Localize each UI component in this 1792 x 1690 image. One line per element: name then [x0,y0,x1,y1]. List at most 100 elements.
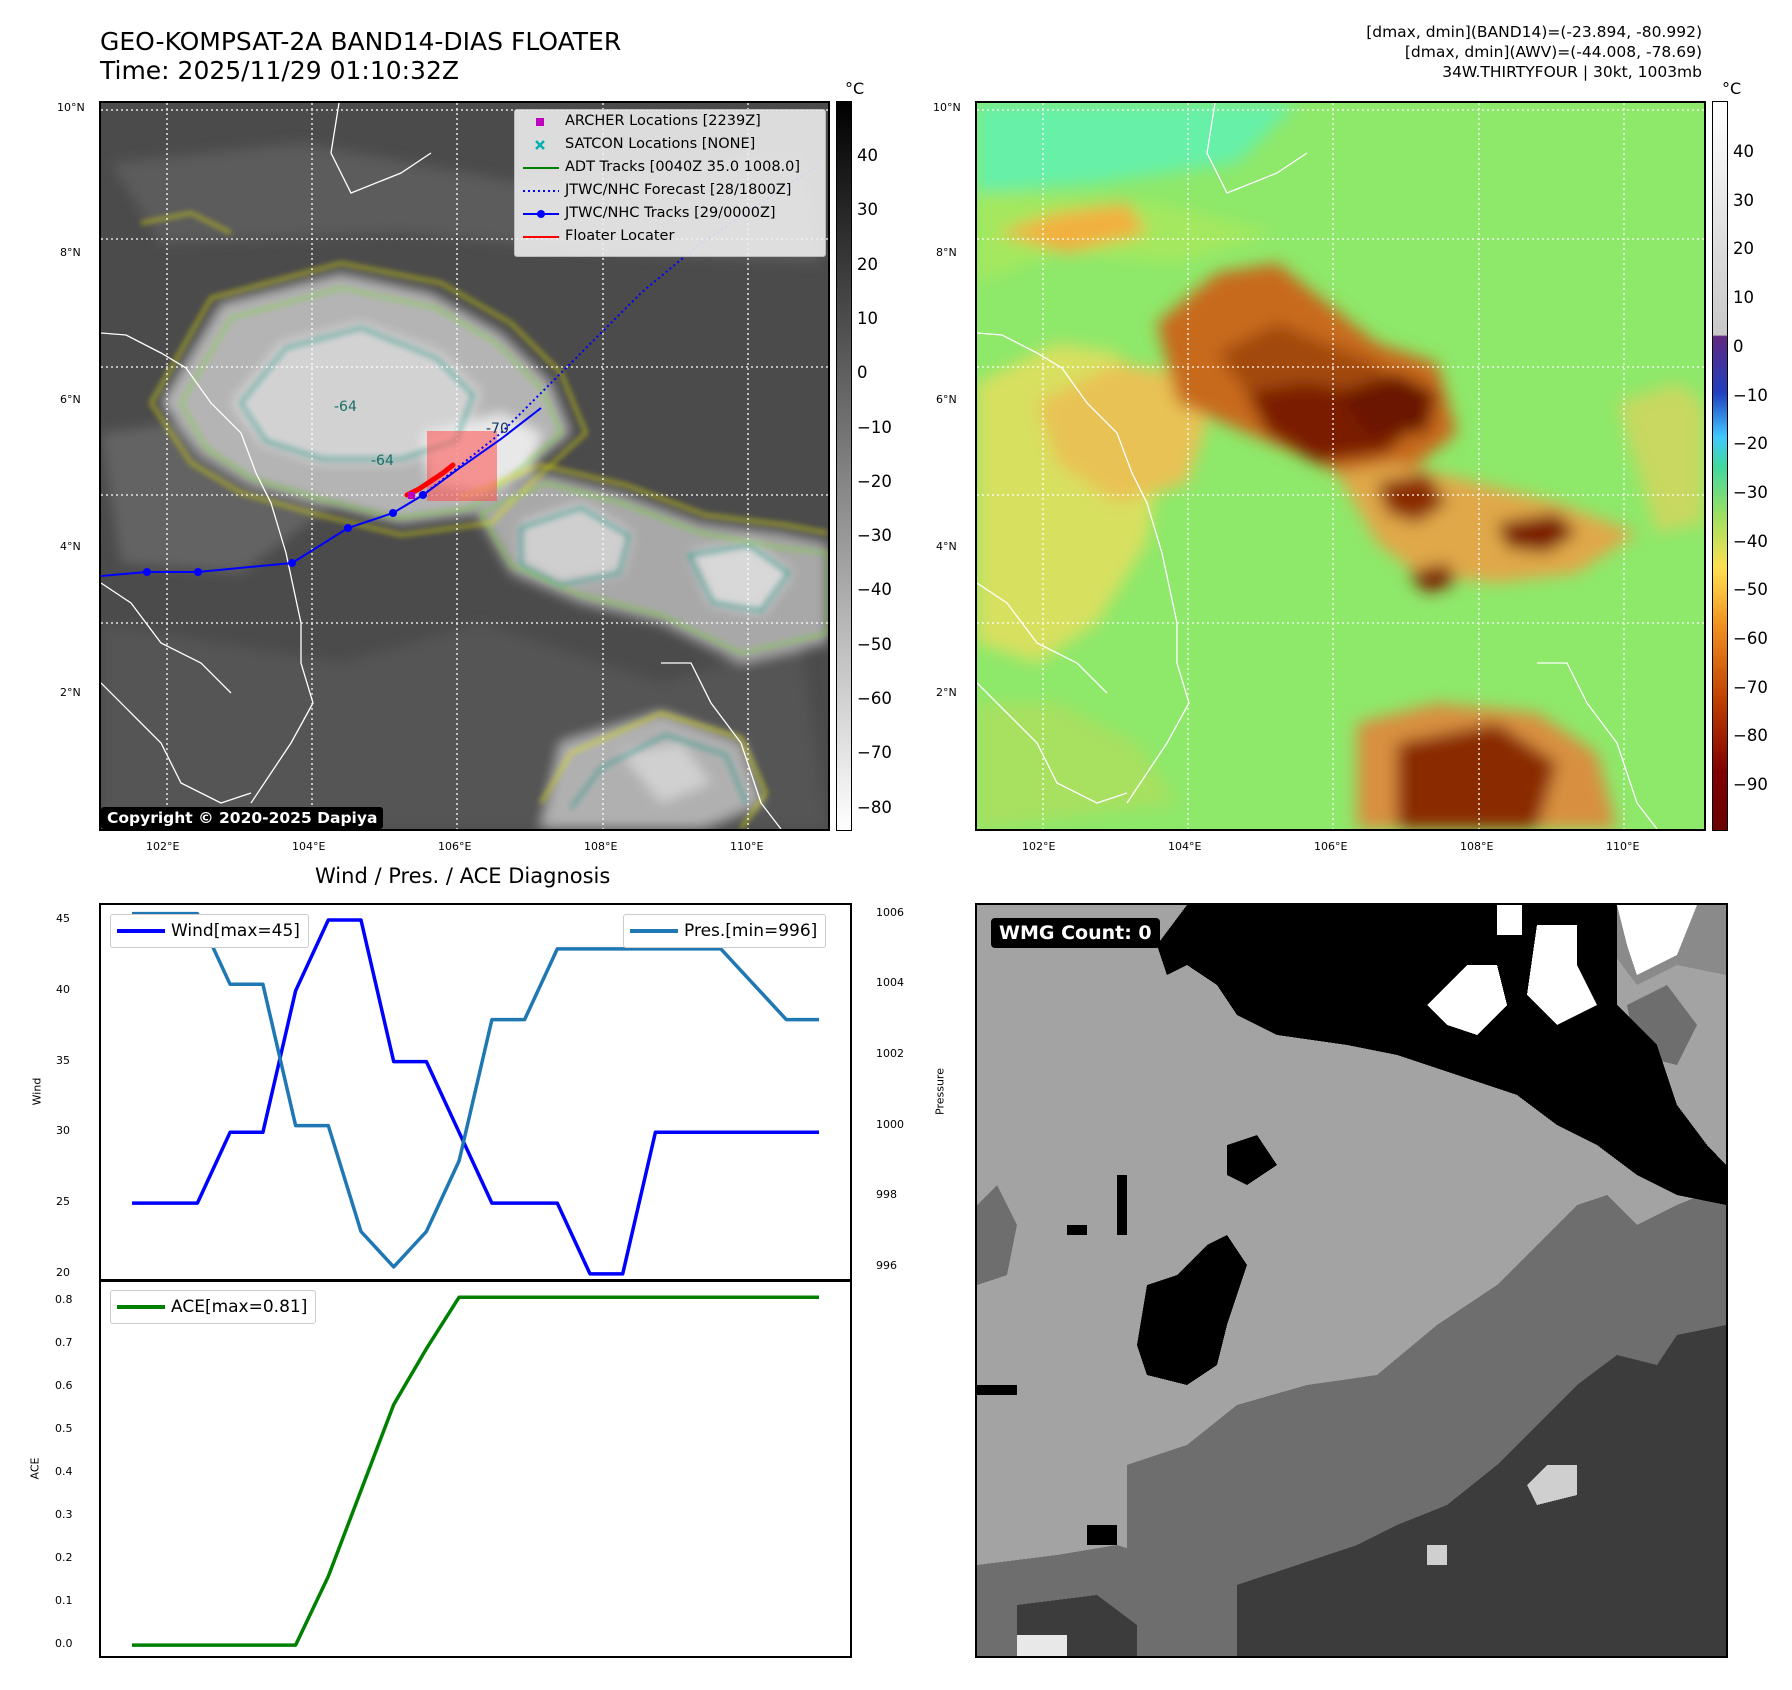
legend-marker [536,118,544,126]
legend-label: SATCON Locations [NONE] [565,136,756,152]
awv-colorbar-unit: °C [1722,79,1742,98]
ace-tick-label: 0.0 [55,1637,73,1651]
ir-colorbar-tick: −80 [857,797,892,817]
contour-label: -64 [371,453,394,469]
legend-marker [523,190,559,192]
pressure-tick-label: 1000 [876,1117,904,1131]
ace-tick-label: 0.1 [55,1594,73,1608]
lon-label: 104°E [292,840,326,853]
awv-colorbar-tick: 10 [1733,288,1754,308]
lon-label: 102°E [1022,840,1056,853]
wind-tick-label: 45 [56,911,70,925]
ace-series-line [132,1295,819,1647]
lon-label: 108°E [584,840,618,853]
legend-entry: ADT Tracks [0040Z 35.0 1008.0] [515,156,825,179]
wmg-count-badge: WMG Count: 0 [991,918,1160,948]
ace-tick-label: 0.4 [55,1465,73,1479]
diag-title: Wind / Pres. / ACE Diagnosis [315,864,611,888]
awv-colorbar-tick: 0 [1733,336,1744,356]
legend-square-marker [536,118,544,126]
ir-colorbar-tick: −60 [857,689,892,708]
ir-colorbar-tick: 10 [857,308,878,328]
wind-tick-label: 40 [56,982,70,996]
pressure-tick-label: 1006 [876,905,904,919]
legend-entry: JTWC/NHC Tracks [29/0000Z] [515,202,825,225]
wind-tick-label: 20 [56,1265,70,1279]
lat-label: 2°N [60,686,81,699]
legend-dot-marker [537,210,545,218]
ir-colorbar-unit: °C [845,79,865,98]
stat-band14: [dmax, dmin](BAND14)=(-23.894, -80.992) [1366,23,1702,41]
awv-colorbar-tick: −30 [1733,482,1768,502]
legend-marker [523,236,559,238]
ir-colorbar-tick: −40 [857,580,892,600]
awv-colorbar-tick: −40 [1733,531,1768,551]
lon-label: 110°E [730,840,764,853]
legend-label: ARCHER Locations [2239Z] [565,113,761,129]
awv-colorbar-tick: −60 [1733,629,1768,648]
ir-colorbar-tick: 20 [857,254,878,274]
stat-storm: 34W.THIRTYFOUR | 30kt, 1003mb [1442,63,1702,81]
ace-tick-label: 0.7 [55,1336,73,1350]
awv-colorbar-tick: 30 [1733,190,1754,210]
ace-legend-label: ACE[max=0.81] [171,1297,308,1317]
chart-title: GEO-KOMPSAT-2A BAND14-DIAS FLOATER [100,27,622,56]
legend-entry: JTWC/NHC Forecast [28/1800Z] [515,179,825,202]
legend-entry: ARCHER Locations [2239Z] [515,110,825,133]
legend-label: ADT Tracks [0040Z 35.0 1008.0] [565,159,801,175]
awv-colorbar-tick: −80 [1733,726,1768,746]
awv-satellite-map [975,101,1706,831]
legend-label: JTWC/NHC Tracks [29/0000Z] [565,205,776,221]
wmg-panel: WMG Count: 0 [975,903,1728,1658]
awv-colorbar-tick: −50 [1733,580,1768,600]
lat-label: 4°N [936,540,957,553]
awv-colorbar-tick: −70 [1733,677,1768,697]
lat-label: 6°N [936,393,957,406]
lat-label: 2°N [936,686,957,699]
ir-colorbar-tick: −70 [857,743,892,763]
awv-map-graphic [977,103,1704,829]
wind-tick-label: 35 [56,1053,70,1067]
ir-colorbar-tick: 30 [857,200,878,220]
ir-colorbar-tick: −20 [857,471,892,491]
lon-label: 108°E [1460,840,1494,853]
ace-tick-label: 0.6 [55,1379,73,1393]
lat-label: 6°N [60,393,81,406]
legend-label: JTWC/NHC Forecast [28/1800Z] [565,182,792,198]
ace-tick-label: 0.5 [55,1422,73,1436]
ace-chart [99,1280,852,1658]
ir-colorbar-tick: 40 [857,146,878,165]
legend-label: Floater Locater [565,228,675,244]
lon-label: 102°E [146,840,180,853]
ace-tick-label: 0.8 [55,1293,73,1307]
awv-colorbar-tick: −10 [1733,385,1768,405]
ir-legend: ARCHER Locations [2239Z] SATCON Locations… [514,109,826,257]
wind-pressure-chart [99,903,852,1281]
wind-axis-label: Wind [30,1077,44,1106]
ir-colorbar-tick: −50 [857,634,892,654]
ir-colorbar [836,101,852,831]
lat-label: 10°N [933,101,961,114]
legend-entry: Floater Locater [515,225,825,248]
stat-awv: [dmax, dmin](AWV)=(-44.008, -78.69) [1404,43,1702,61]
awv-colorbar [1712,101,1728,831]
pressure-tick-label: 998 [876,1188,897,1202]
pressure-legend-label: Pres.[min=996] [684,921,818,941]
contour-label: -70 [486,421,509,437]
ir-colorbar-tick: −30 [857,526,892,546]
pressure-series-line [132,911,819,1269]
ir-colorbar-tick: −10 [857,417,892,437]
awv-colorbar-tick: 20 [1733,239,1754,259]
wind-legend-label: Wind[max=45] [171,921,300,941]
ace-legend-swatch [117,1305,165,1309]
wmg-map-graphic [977,905,1726,1656]
lon-label: 106°E [438,840,472,853]
pressure-legend-swatch [630,929,678,933]
wind-series-line [132,918,819,1276]
pressure-tick-label: 996 [876,1258,897,1272]
lon-label: 110°E [1606,840,1640,853]
ace-legend: ACE[max=0.81] [110,1290,317,1324]
legend-x-marker [535,140,545,150]
ir-colorbar-tick: 0 [857,363,868,383]
pressure-tick-label: 1002 [876,1046,904,1060]
